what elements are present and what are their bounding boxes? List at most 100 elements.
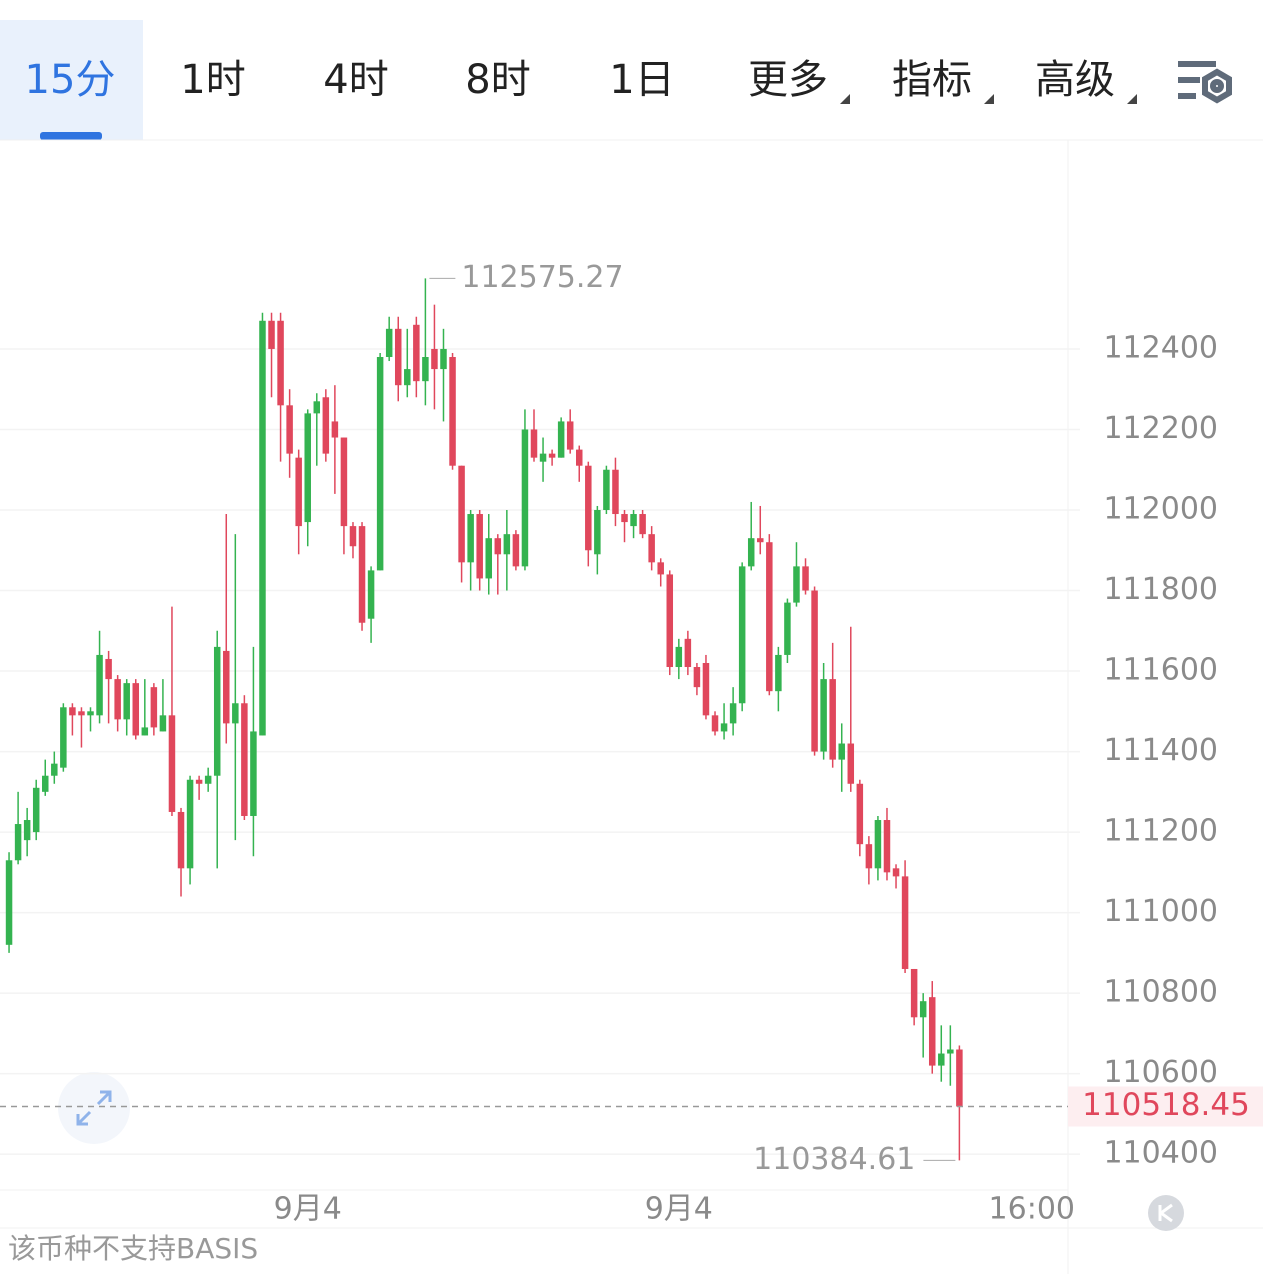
candle-body xyxy=(594,510,601,555)
candle-body xyxy=(820,679,827,752)
candle-body xyxy=(503,534,511,555)
candle-body xyxy=(331,421,339,438)
y-tick-label: 111200 xyxy=(1103,814,1218,849)
y-tick-label: 112400 xyxy=(1103,330,1218,365)
active-tab-bg xyxy=(0,20,143,140)
tab[interactable]: 8时 xyxy=(465,57,530,103)
tab[interactable]: 4时 xyxy=(323,57,388,103)
icon-dot xyxy=(1210,79,1224,93)
candle-body xyxy=(277,320,284,406)
candle-body xyxy=(132,683,140,736)
candle-body xyxy=(96,654,103,716)
candle-body xyxy=(919,1001,927,1018)
tab-label: 4时 xyxy=(323,57,388,103)
candle-body xyxy=(666,574,674,668)
tab[interactable]: 更多 xyxy=(748,57,850,104)
footer-note: 该币种不支持BASIS xyxy=(8,1232,258,1265)
tab-label: 1日 xyxy=(609,57,674,103)
candle-body xyxy=(340,437,348,527)
candle-body xyxy=(195,779,203,784)
expand-bg xyxy=(58,1072,130,1144)
candle-body xyxy=(566,421,574,450)
candle-body xyxy=(892,868,900,877)
candle-body xyxy=(947,1049,954,1054)
candle-body xyxy=(5,860,13,945)
candle-body xyxy=(530,429,538,458)
candle-body xyxy=(802,566,809,591)
candle-body xyxy=(458,465,465,563)
candle-body xyxy=(856,783,864,845)
candle-body xyxy=(612,469,619,515)
tab[interactable]: 1日 xyxy=(609,57,674,103)
candle-body xyxy=(413,324,420,382)
candle-body xyxy=(232,703,239,724)
candle-body xyxy=(440,348,447,370)
candle-body xyxy=(576,449,583,466)
candle-body xyxy=(367,570,375,619)
candle-body xyxy=(738,566,746,704)
candle-body xyxy=(521,429,529,567)
candle-body xyxy=(385,328,393,358)
candle-body xyxy=(883,820,891,873)
candle-body xyxy=(684,638,692,668)
x-tick-label: 16:00 xyxy=(989,1192,1075,1227)
active-tab-indicator xyxy=(40,132,102,140)
y-tick-label: 111400 xyxy=(1103,733,1218,768)
candle-body xyxy=(630,514,637,527)
candle-body xyxy=(241,703,248,816)
tab-label: 15分 xyxy=(25,57,116,103)
candle-body xyxy=(847,743,855,784)
candle-body xyxy=(51,763,58,776)
candle-body xyxy=(766,542,773,692)
candle-body xyxy=(793,566,800,603)
candle-body xyxy=(42,775,49,792)
tab[interactable]: 高级 xyxy=(1035,57,1137,104)
candle-body xyxy=(286,405,293,454)
dropdown-caret xyxy=(984,94,994,104)
expand-button[interactable] xyxy=(58,1072,130,1144)
candle-body xyxy=(304,413,311,523)
tab[interactable]: 指标 xyxy=(892,57,994,104)
last-price-box xyxy=(1068,1086,1263,1127)
candle-body xyxy=(213,646,221,776)
candle-body xyxy=(376,357,384,571)
y-tick-label: 110400 xyxy=(1103,1136,1218,1171)
candle-body xyxy=(349,526,357,547)
candle-body xyxy=(557,421,565,458)
k-button[interactable] xyxy=(1148,1195,1184,1231)
dropdown-caret xyxy=(840,94,850,104)
candle-body xyxy=(186,779,194,869)
candle-body xyxy=(494,538,502,555)
candle-body xyxy=(675,646,683,668)
settings-icon[interactable] xyxy=(1178,61,1232,104)
candle-body xyxy=(69,707,76,716)
candle-body xyxy=(159,715,167,732)
candle-body xyxy=(720,723,728,732)
candle-body xyxy=(747,538,755,567)
tab[interactable]: 15分 xyxy=(25,57,116,103)
x-tick-label: 9月4 xyxy=(645,1192,713,1227)
tab-label: 更多 xyxy=(748,57,828,103)
candle-body xyxy=(811,590,818,752)
candle-body xyxy=(150,687,158,728)
candle-body xyxy=(657,562,664,575)
y-tick-label: 110600 xyxy=(1103,1055,1218,1090)
candle-body xyxy=(404,369,411,386)
k-glyph xyxy=(1158,1203,1173,1223)
candle-body xyxy=(204,775,212,784)
candle-body xyxy=(901,876,909,969)
tab-label: 高级 xyxy=(1035,57,1115,103)
candle-body xyxy=(539,453,547,462)
candle-body xyxy=(693,667,701,688)
candle-body xyxy=(729,703,737,724)
candle-body xyxy=(32,787,40,833)
candle-body xyxy=(757,538,764,543)
candle-body xyxy=(548,453,556,458)
candle-body xyxy=(485,538,492,579)
candle-body xyxy=(322,397,330,454)
tab[interactable]: 1时 xyxy=(180,57,245,103)
candle-body xyxy=(512,534,520,567)
candle-body xyxy=(476,514,483,579)
candle-body xyxy=(449,357,456,466)
